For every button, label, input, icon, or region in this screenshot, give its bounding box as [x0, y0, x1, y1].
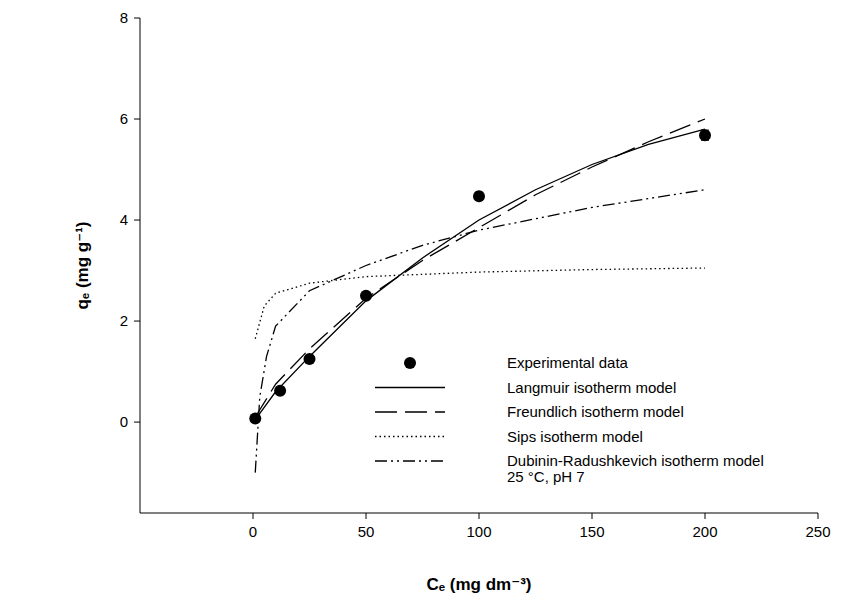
model-line: [255, 129, 705, 419]
x-tick-label: 200: [692, 523, 717, 540]
x-tick-label: 250: [805, 523, 830, 540]
x-tick-label: 100: [466, 523, 491, 540]
x-tick: [479, 513, 480, 519]
legend-label: Freundlich isotherm model: [507, 403, 684, 420]
y-axis-line: [140, 18, 141, 513]
legend-line: [375, 411, 445, 412]
x-axis-label: Cₑ (mg dm⁻³): [426, 575, 531, 594]
y-tick: [134, 321, 140, 322]
y-tick-label: 0: [120, 413, 128, 430]
y-tick: [134, 422, 140, 423]
legend-marker: [404, 357, 416, 369]
legend-label: Dubinin-Radushkevich isotherm model: [507, 452, 764, 469]
y-tick-label: 2: [120, 312, 128, 329]
data-point: [473, 190, 485, 202]
y-tick: [134, 18, 140, 19]
y-tick-label: 6: [120, 110, 128, 127]
legend-line: [375, 436, 445, 437]
y-tick-label: 8: [120, 9, 128, 26]
annotation: 25 °C, pH 7: [507, 468, 585, 485]
x-tick-label: 50: [358, 523, 375, 540]
x-tick-label: 0: [249, 523, 257, 540]
y-tick: [134, 220, 140, 221]
x-tick: [818, 513, 819, 519]
data-point: [304, 353, 316, 365]
model-line: [255, 268, 705, 339]
x-tick: [366, 513, 367, 519]
x-tick: [592, 513, 593, 519]
plot-area: [249, 119, 711, 473]
y-tick: [134, 119, 140, 120]
y-tick-label: 4: [120, 211, 128, 228]
y-axis-label: qₑ (mg g⁻¹): [73, 221, 92, 309]
legend-label: Experimental data: [507, 354, 629, 371]
data-point: [699, 129, 711, 141]
data-point: [274, 385, 286, 397]
legend-line: [375, 387, 445, 388]
legend: Experimental data Langmuir isotherm model…: [375, 354, 764, 485]
legend-label: Sips isotherm model: [507, 428, 643, 445]
model-line: [255, 119, 705, 417]
data-point: [360, 290, 372, 302]
x-tick: [253, 513, 254, 519]
model-line: [255, 190, 705, 473]
legend-line: [375, 460, 445, 461]
legend-label: Langmuir isotherm model: [507, 379, 676, 396]
chart: 0 50 100 150 200 250 0 2 4 6 8 Cₑ (mg dm⁻³) qₑ (mg g…: [0, 0, 864, 611]
data-point: [249, 413, 261, 425]
x-tick: [705, 513, 706, 519]
x-tick-label: 150: [579, 523, 604, 540]
